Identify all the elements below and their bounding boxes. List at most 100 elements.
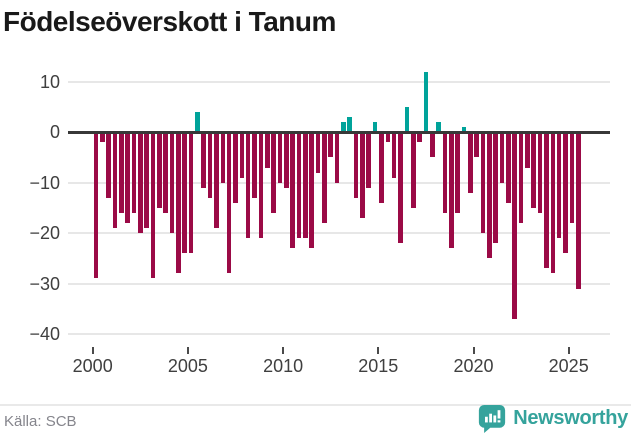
bar-2001-p2 <box>118 132 124 213</box>
zero-axis-line <box>68 130 610 134</box>
bar-2019-p2 <box>461 127 467 133</box>
y-axis-label: 10 <box>39 71 60 92</box>
bar-2017-p1 <box>417 132 422 143</box>
y-axis-label: −40 <box>29 323 60 344</box>
bar-2005-p2 <box>195 112 200 133</box>
bar-2003-p1 <box>150 132 156 279</box>
bar-2007-p3 <box>239 132 245 178</box>
bar-2005-p1 <box>188 132 194 254</box>
bar-2021-p3 <box>506 132 511 203</box>
bar-2008-p2 <box>252 132 257 198</box>
x-axis-label: 2005 <box>167 356 208 376</box>
bar-2002-p3 <box>144 132 149 229</box>
bar-2001-p1 <box>112 132 118 229</box>
bar-2005-p3 <box>201 132 207 188</box>
bar-2025-p2 <box>575 132 581 289</box>
bar-2008-p3 <box>258 132 264 239</box>
bar-2000-p3 <box>106 132 111 198</box>
x-axis-label: 2010 <box>263 356 304 376</box>
chart-title: Födelseöverskott i Tanum <box>3 6 336 37</box>
y-axis-label: 0 <box>49 122 60 143</box>
bar-2002-p2 <box>138 132 143 234</box>
bar-2014-p3 <box>372 122 378 133</box>
bar-2011-p2 <box>309 132 314 249</box>
bar-2021-p1 <box>493 132 498 244</box>
bar-2020-p1 <box>474 132 479 158</box>
bar-2018-p2 <box>442 132 448 213</box>
bar-2018-p1 <box>436 122 441 133</box>
bar-2016-p3 <box>410 132 416 208</box>
x-axis-label: 2025 <box>548 356 589 376</box>
bar-2017-p2 <box>423 71 429 133</box>
bar-2012-p2 <box>328 132 333 158</box>
y-axis-label: −30 <box>29 273 60 294</box>
x-axis-tick-2025 <box>567 347 570 354</box>
bar-2020-p2 <box>480 132 486 234</box>
bar-2010-p1 <box>283 132 289 188</box>
bar-2004-p3 <box>182 132 188 254</box>
bar-2006-p2 <box>214 132 219 229</box>
x-axis-tick-2005 <box>186 347 189 354</box>
bar-2009-p3 <box>277 132 283 183</box>
x-axis-label: 2020 <box>453 356 494 376</box>
bar-2015-p2 <box>385 132 391 143</box>
gridline-y--40 <box>68 332 610 335</box>
x-axis-label: 2000 <box>72 356 113 376</box>
bar-2006-p1 <box>207 132 213 198</box>
bar-2024-p2 <box>556 132 562 239</box>
bar-2020-p3 <box>487 132 492 259</box>
bar-2004-p2 <box>176 132 181 274</box>
bar-2013-p1 <box>341 122 346 133</box>
x-axis-label: 2015 <box>358 356 399 376</box>
bar-2019-p1 <box>455 132 460 213</box>
gridline-y-10 <box>68 80 610 83</box>
bar-2023-p1 <box>531 132 537 208</box>
bar-2022-p1 <box>512 132 518 319</box>
bar-2016-p1 <box>398 132 403 244</box>
bar-2001-p3 <box>125 132 130 224</box>
bar-2012-p1 <box>322 132 327 224</box>
y-axis-label: −20 <box>29 223 60 244</box>
bar-2018-p3 <box>448 132 454 249</box>
x-axis-tick-2000 <box>91 347 94 354</box>
bar-2017-p3 <box>429 132 435 158</box>
y-axis-label: −10 <box>29 172 60 193</box>
bar-2022-p3 <box>525 132 530 168</box>
bar-2010-p2 <box>290 132 295 249</box>
bar-2000-p1 <box>93 132 99 279</box>
bar-2006-p3 <box>220 132 226 183</box>
bar-2019-p3 <box>468 132 473 193</box>
x-axis-tick-2015 <box>377 347 380 354</box>
newsworthy-brand-link[interactable]: Newsworthy <box>478 404 628 433</box>
bar-2003-p3 <box>163 132 168 213</box>
bar-2007-p2 <box>233 132 238 203</box>
bar-2011-p3 <box>315 132 321 173</box>
x-axis-tick-2010 <box>282 347 285 354</box>
bar-2015-p1 <box>379 132 384 203</box>
bar-2022-p2 <box>518 132 524 224</box>
bar-2014-p2 <box>366 132 372 188</box>
bar-2008-p1 <box>245 132 251 239</box>
source-label: Källa: SCB <box>4 413 77 430</box>
gridline-y--20 <box>68 232 610 235</box>
footer-divider <box>0 404 631 406</box>
bar-2024-p3 <box>563 132 568 254</box>
bar-2024-p1 <box>550 132 556 274</box>
x-axis-tick-2020 <box>472 347 475 354</box>
bar-2014-p1 <box>360 132 365 218</box>
bar-2010-p3 <box>296 132 302 239</box>
bar-2013-p3 <box>353 132 359 198</box>
bar-2003-p2 <box>157 132 162 208</box>
bar-2009-p1 <box>264 132 270 168</box>
bar-2025-p1 <box>569 132 575 224</box>
bar-2009-p2 <box>271 132 276 213</box>
bar-2004-p1 <box>169 132 175 234</box>
bar-2016-p2 <box>404 107 410 133</box>
bar-2023-p2 <box>537 132 543 213</box>
newsworthy-logo-icon <box>479 404 506 433</box>
gridline-y--30 <box>68 282 610 285</box>
bar-2015-p3 <box>391 132 397 178</box>
bar-2023-p3 <box>544 132 549 269</box>
